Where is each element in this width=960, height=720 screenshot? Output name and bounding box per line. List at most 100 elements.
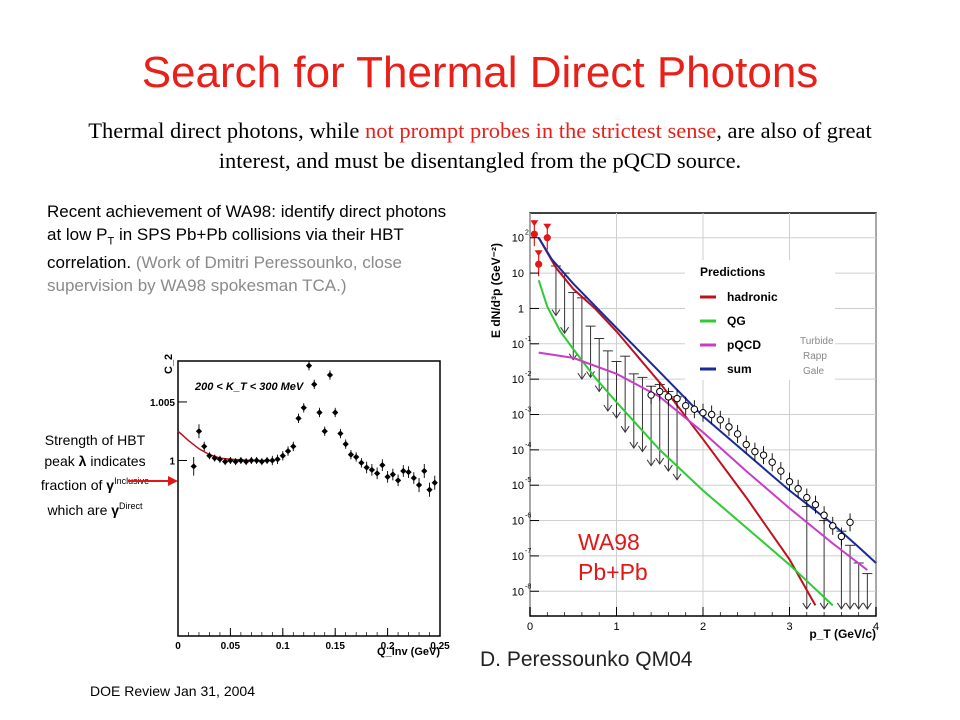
spectrum-y-tick-label: 10 bbox=[512, 268, 524, 280]
system-label-pbpb: Pb+Pb bbox=[578, 559, 648, 585]
spectrum-y-tick-label: 1 bbox=[518, 303, 524, 315]
hbt-data-point bbox=[258, 458, 265, 465]
upper-limit-arrow bbox=[836, 602, 846, 610]
hbt-x-tick-label: 0.05 bbox=[221, 641, 241, 652]
upper-limit-arrow bbox=[862, 602, 872, 610]
spectrum-y-tick-exponent: -7 bbox=[525, 548, 531, 555]
spectrum-data-point bbox=[777, 467, 785, 475]
legend-label-qg: QG bbox=[727, 314, 746, 328]
red-limit-marker bbox=[530, 220, 539, 227]
spectrum-data-point bbox=[742, 440, 750, 449]
hbt-data-point bbox=[384, 473, 391, 480]
hbt-data-point bbox=[274, 456, 281, 463]
gamma-symbol: γ bbox=[106, 477, 115, 493]
curve-qg bbox=[537, 279, 834, 607]
curve-hadronic bbox=[537, 237, 817, 606]
description-text: Recent achievement of WA98: identify dir… bbox=[47, 201, 457, 297]
spectrum-data-point bbox=[656, 387, 664, 396]
spectrum-data-point bbox=[768, 458, 776, 466]
hbt-data-point bbox=[426, 486, 433, 493]
hbt-data-point bbox=[337, 430, 344, 437]
hbt-data-point bbox=[195, 428, 203, 435]
hbt-data-point bbox=[316, 409, 323, 416]
hbt-data-point bbox=[232, 458, 239, 465]
spectrum-data-point bbox=[803, 493, 811, 502]
hbt-data-point bbox=[290, 443, 297, 450]
spectrum-y-tick-label: 10 bbox=[512, 233, 524, 245]
spectrum-y-tick-label: 10 bbox=[512, 374, 524, 386]
spectrum-data-point bbox=[682, 401, 690, 410]
hbt-data-point bbox=[363, 464, 370, 471]
spectrum-x-tick-label: 4 bbox=[873, 621, 879, 633]
hbt-x-axis-label: Q_inv (GeV) bbox=[377, 646, 440, 658]
hbt-fit-curve bbox=[177, 430, 273, 462]
red-limit-marker bbox=[534, 250, 543, 257]
spectrum-data-point bbox=[794, 485, 802, 493]
description-main-sub: T bbox=[107, 234, 115, 247]
spectrum-data-points bbox=[647, 382, 854, 546]
side-note-rapp: Rapp bbox=[803, 351, 827, 362]
description-main-a: Recent achievement of WA98: identify dir… bbox=[47, 202, 447, 244]
hbt-data-point bbox=[394, 477, 402, 484]
slide-subtitle: Thermal direct photons, while not prompt… bbox=[60, 116, 900, 176]
hbt-data-point bbox=[389, 471, 396, 478]
legend-label-sum: sum bbox=[727, 362, 752, 376]
footer-text: DOE Review Jan 31, 2004 bbox=[90, 683, 255, 699]
spectrum-data-point bbox=[846, 518, 854, 527]
upper-limit-arrow bbox=[612, 411, 621, 419]
spectrum-data-point bbox=[820, 511, 828, 519]
hbt-y-tick-label: 1 bbox=[169, 456, 175, 467]
spectrum-data-point bbox=[837, 532, 846, 541]
hbt-data-point bbox=[269, 457, 276, 464]
hbt-data-point bbox=[253, 457, 260, 464]
slide-title: Search for Thermal Direct Photons bbox=[141, 48, 819, 97]
subtitle-part1: Thermal direct photons, while bbox=[88, 118, 366, 143]
upper-limit-arrow bbox=[845, 602, 855, 610]
hbt-data-point bbox=[374, 470, 381, 477]
legend-title: Predictions bbox=[700, 265, 766, 279]
spectrum-data-point bbox=[733, 430, 742, 438]
red-limit-marker bbox=[543, 223, 552, 230]
upper-limit-arrow bbox=[802, 602, 812, 610]
spectrum-data-point bbox=[716, 416, 725, 424]
upper-limit-arrow bbox=[854, 602, 864, 610]
spectrum-y-tick-exponent: -2 bbox=[525, 371, 531, 378]
upper-limit-arrow bbox=[655, 457, 665, 465]
upper-limit-arrow bbox=[568, 353, 578, 361]
hbt-data-point bbox=[332, 409, 339, 416]
upper-limit-arrow bbox=[577, 372, 587, 381]
credit-text: D. Peressounko QM04 bbox=[480, 648, 693, 671]
red-data-point bbox=[535, 260, 543, 268]
spectrum-data-point bbox=[664, 393, 673, 401]
spectrum-y-tick-label: 10 bbox=[512, 445, 524, 457]
lambda-symbol: λ bbox=[78, 452, 87, 469]
spectrum-y-tick-label: 10 bbox=[512, 551, 524, 563]
spectrum-y-tick-exponent: -8 bbox=[525, 583, 531, 590]
gamma-symbol-2: γ bbox=[111, 501, 120, 518]
hbt-data-point bbox=[284, 447, 292, 455]
side-note-gale: Gale bbox=[803, 366, 825, 377]
hbt-annotation: 200 < K_T < 300 MeV bbox=[194, 381, 305, 393]
spectrum-x-tick-label: 1 bbox=[613, 621, 619, 633]
hbt-axis-ticks: 0 0.05 0.1 0.15 0.2 0.25 1 1.005 bbox=[150, 398, 450, 652]
strength-a: Strength of HBT peak bbox=[44, 432, 146, 469]
strength-b: indicates fraction of bbox=[40, 452, 146, 494]
hbt-data-point bbox=[405, 469, 412, 476]
upper-limit-arrow bbox=[586, 371, 595, 379]
hbt-data-point bbox=[410, 474, 417, 482]
hbt-plot-frame bbox=[177, 360, 441, 637]
hbt-data-point bbox=[347, 451, 355, 458]
hbt-data-points bbox=[190, 361, 438, 497]
spectrum-data-point bbox=[690, 405, 699, 413]
spectrum-y-axis-label: E dN/d³p (GeV⁻²) bbox=[489, 243, 503, 338]
system-label-wa98: WA98 bbox=[578, 529, 640, 555]
spectrum-data-point bbox=[785, 477, 794, 486]
spectrum-data-point bbox=[707, 410, 716, 419]
hbt-data-point bbox=[353, 453, 360, 461]
hbt-data-point bbox=[227, 457, 234, 464]
hbt-correlation-chart: 0 0.05 0.1 0.15 0.2 0.25 1 1.005 200 < K_T < 30… bbox=[150, 354, 450, 658]
hbt-data-point bbox=[415, 481, 423, 489]
upper-limit-arrow bbox=[620, 425, 630, 434]
